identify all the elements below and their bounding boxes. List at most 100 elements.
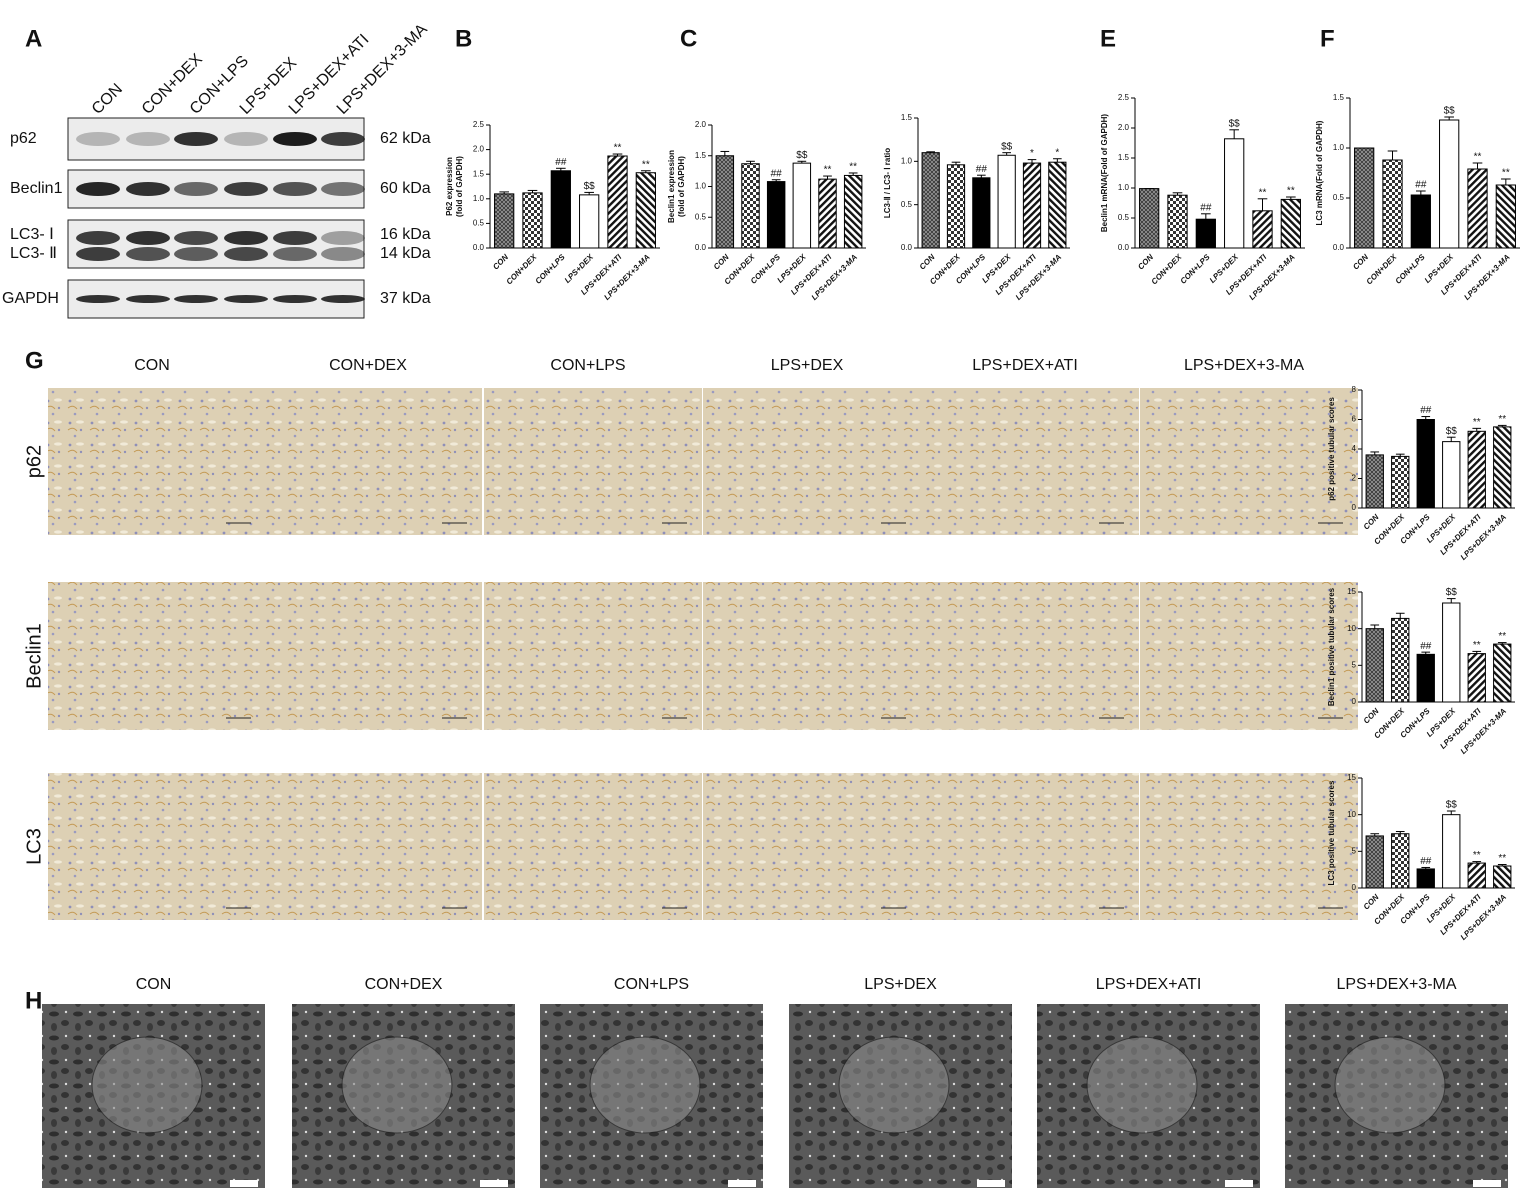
bar <box>1365 454 1384 509</box>
significance-mark: $$ <box>1444 106 1456 117</box>
bar <box>1442 602 1461 703</box>
blot-band <box>76 182 120 196</box>
blot-band <box>126 231 170 245</box>
y-tick-label: 1.5 <box>695 151 707 160</box>
bar <box>843 174 863 249</box>
blot-band <box>174 247 218 261</box>
lane-label: CON <box>89 81 126 118</box>
significance-mark: ** <box>1474 152 1482 163</box>
y-tick-label: 0 <box>1352 503 1357 512</box>
row-label: p62 <box>23 445 45 478</box>
y-tick-label: 1.0 <box>901 156 913 165</box>
bar <box>1354 147 1375 249</box>
x-tick-label: LPS+DEX+3-MA <box>810 252 860 302</box>
scale-box <box>230 1180 258 1187</box>
x-tick-label: CON <box>1136 252 1155 271</box>
significance-mark: ** <box>1502 168 1510 179</box>
bar <box>1410 194 1431 249</box>
nucleus <box>1334 1036 1446 1134</box>
significance-mark: $$ <box>1001 141 1013 152</box>
bar <box>1442 814 1461 889</box>
row-label: LC3 <box>23 828 45 865</box>
panel-letter: E <box>1100 25 1116 52</box>
significance-mark: ## <box>1415 180 1427 191</box>
y-tick-label: 0.5 <box>695 212 707 221</box>
significance-mark: ## <box>976 164 988 175</box>
y-tick-label: 2.0 <box>473 145 485 154</box>
panel-letter: B <box>455 25 472 52</box>
nucleus <box>341 1036 453 1134</box>
significance-mark: $$ <box>1446 800 1458 811</box>
significance-mark: ## <box>1420 405 1432 416</box>
blot-band <box>224 182 268 196</box>
y-tick-label: 1.5 <box>1333 93 1345 102</box>
kda-label: 37 kDa <box>380 290 431 307</box>
bar <box>1365 835 1384 889</box>
significance-mark: ** <box>1498 414 1506 425</box>
protein-label: p62 <box>10 130 37 147</box>
bar <box>1391 617 1410 703</box>
blot-band <box>273 182 317 196</box>
nucleus <box>91 1036 203 1134</box>
ihc-image <box>484 773 702 920</box>
y-tick-label: 0 <box>1352 883 1357 892</box>
nucleus <box>589 1036 701 1134</box>
bar <box>1467 430 1486 509</box>
significance-mark: ** <box>1259 187 1267 198</box>
significance-mark: ## <box>1420 856 1432 867</box>
y-tick-label: 0 <box>1352 697 1357 706</box>
bar <box>1252 210 1273 249</box>
y-tick-label: 0.0 <box>1118 243 1130 252</box>
x-tick-label: CON+LPS <box>533 252 567 286</box>
ihc-image <box>484 388 702 535</box>
bar <box>579 194 600 249</box>
y-tick-label: 0.0 <box>901 243 913 252</box>
y-tick-label: 2.0 <box>1118 123 1130 132</box>
y-tick-label: 0.5 <box>901 200 913 209</box>
blot-band <box>126 132 170 146</box>
bar <box>1280 198 1301 249</box>
scale-box <box>728 1180 756 1187</box>
significance-mark: ## <box>1200 202 1212 213</box>
significance-mark: ** <box>614 143 622 154</box>
protein-label: LC3- Ⅰ <box>10 226 54 243</box>
x-tick-label: CON+DEX <box>505 252 539 286</box>
bar <box>1391 833 1410 889</box>
nucleus <box>838 1036 950 1134</box>
bar <box>1382 159 1403 249</box>
ihc-image <box>48 773 266 920</box>
y-tick-label: 6 <box>1352 415 1357 424</box>
blot-band <box>321 132 365 146</box>
significance-mark: $$ <box>584 181 596 192</box>
significance-mark: ** <box>1473 640 1481 651</box>
x-tick-label: LPS+DEX+3-MA <box>1459 512 1509 562</box>
blot-band <box>174 182 218 196</box>
y-axis-label: Beclin1 positive tubular scores <box>1327 587 1336 706</box>
ihc-image <box>921 773 1139 920</box>
x-tick-label: CON <box>1362 512 1381 531</box>
bar <box>1467 168 1488 249</box>
x-tick-label: CON <box>1362 706 1381 725</box>
y-tick-label: 1.0 <box>1118 183 1130 192</box>
significance-mark: ** <box>642 159 650 170</box>
blot-band <box>321 231 365 245</box>
y-tick-label: 5 <box>1352 660 1357 669</box>
significance-mark: ** <box>824 165 832 176</box>
blot-band <box>273 295 317 303</box>
ihc-image <box>1140 388 1358 535</box>
y-tick-label: 2.5 <box>1118 93 1130 102</box>
protein-label: LC3- Ⅱ <box>10 245 57 262</box>
column-header: LPS+DEX <box>771 357 844 374</box>
scale-box <box>977 1180 1005 1187</box>
y-axis-label: LC3 positive tubular scores <box>1327 780 1336 885</box>
y-tick-label: 1.0 <box>695 182 707 191</box>
bar <box>550 170 571 249</box>
y-tick-label: 2.0 <box>695 120 707 129</box>
bar <box>1022 162 1042 249</box>
ihc-image <box>264 773 482 920</box>
column-header: CON <box>134 357 170 374</box>
bar <box>635 172 656 249</box>
x-tick-label: CON+LPS <box>1393 252 1427 286</box>
blot-band <box>321 247 365 261</box>
ihc-image <box>264 582 482 730</box>
